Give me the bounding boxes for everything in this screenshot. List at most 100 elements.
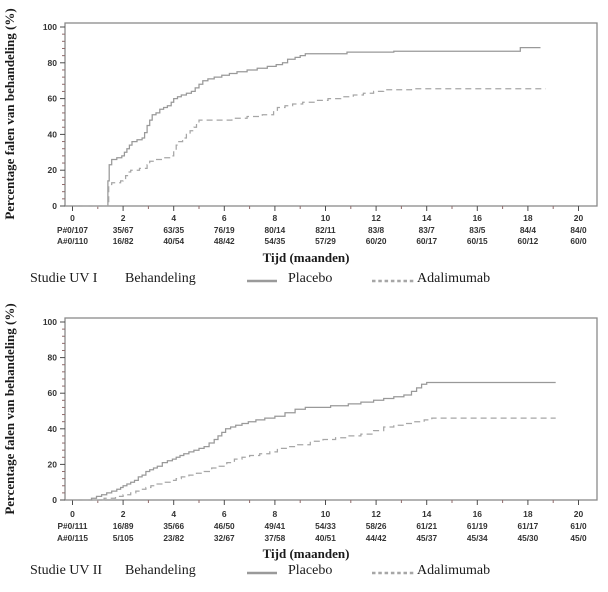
at-risk-adalimumab-value: 60/15 <box>467 236 488 246</box>
placebo-line-sample-icon <box>247 279 277 283</box>
at-risk-adalimumab-value: 54/35 <box>265 236 286 246</box>
x-tick-label: 6 <box>222 509 227 519</box>
legend-placebo-label: Placebo <box>288 563 333 578</box>
at-risk-placebo-value: 83/8 <box>368 225 385 235</box>
x-tick-label: 20 <box>574 213 584 223</box>
at-risk-adalimumab-value: 23/82 <box>163 533 184 543</box>
at-risk-adalimumab-value: 45/37 <box>416 533 437 543</box>
at-risk-placebo-value: 84/0 <box>570 225 587 235</box>
at-risk-adalimumab-value: 60/0 <box>570 236 587 246</box>
at-risk-placebo-value: 46/50 <box>214 521 235 531</box>
at-risk-placebo-value: P#0/107 <box>57 225 88 235</box>
at-risk-adalimumab-value: 48/42 <box>214 236 235 246</box>
at-risk-adalimumab-value: 44/42 <box>366 533 387 543</box>
x-tick-label: 10 <box>321 509 331 519</box>
at-risk-placebo-value: 58/26 <box>366 521 387 531</box>
at-risk-placebo-value: P#0/111 <box>58 521 88 531</box>
at-risk-placebo-value: 63/35 <box>163 225 184 235</box>
x-tick-label: 18 <box>523 509 533 519</box>
at-risk-placebo-value: 80/14 <box>265 225 286 235</box>
y-tick-label: 0 <box>52 201 57 211</box>
adalimumab-curve <box>72 88 546 207</box>
at-risk-placebo-value: 83/7 <box>419 225 436 235</box>
y-tick-label: 60 <box>48 94 58 104</box>
x-tick-label: 2 <box>121 509 126 519</box>
y-tick-label: 20 <box>48 459 58 469</box>
y-tick-label: 0 <box>52 495 57 505</box>
adalimumab-line-sample-icon <box>372 279 414 283</box>
at-risk-placebo-value: 54/33 <box>315 521 336 531</box>
y-tick-label: 60 <box>48 388 58 398</box>
x-tick-label: 8 <box>273 213 278 223</box>
uv1-legend: Studie UV I Behandeling Placebo Adalimum… <box>0 271 608 291</box>
x-tick-label: 4 <box>171 509 176 519</box>
x-tick-label: 2 <box>121 213 126 223</box>
adalimumab-line-sample-icon <box>372 571 414 575</box>
at-risk-adalimumab-value: 16/82 <box>113 236 134 246</box>
at-risk-placebo-value: 61/21 <box>416 521 437 531</box>
x-tick-label: 12 <box>371 213 381 223</box>
y-tick-label: 20 <box>48 165 58 175</box>
at-risk-adalimumab-value: 40/51 <box>315 533 336 543</box>
at-risk-adalimumab-value: 60/20 <box>366 236 387 246</box>
at-risk-adalimumab-value: 45/30 <box>518 533 539 543</box>
x-tick-label: 0 <box>70 213 75 223</box>
x-axis-title: Tijd (maanden) <box>263 250 350 265</box>
legend-treatment-heading: Behandeling <box>125 563 196 578</box>
at-risk-adalimumab-value: A#0/110 <box>57 236 88 246</box>
at-risk-adalimumab-value: 32/67 <box>214 533 235 543</box>
x-tick-label: 16 <box>473 213 483 223</box>
legend-placebo-label: Placebo <box>288 271 333 286</box>
at-risk-placebo-value: 16/89 <box>113 521 134 531</box>
at-risk-placebo-value: 61/17 <box>518 521 539 531</box>
x-tick-label: 16 <box>473 509 483 519</box>
at-risk-placebo-value: 83/5 <box>469 225 486 235</box>
at-risk-placebo-value: 76/19 <box>214 225 235 235</box>
at-risk-adalimumab-value: 57/29 <box>315 236 336 246</box>
at-risk-adalimumab-value: 40/54 <box>163 236 184 246</box>
at-risk-adalimumab-value: 45/34 <box>467 533 488 543</box>
at-risk-adalimumab-value: 60/12 <box>518 236 539 246</box>
x-tick-label: 12 <box>371 509 381 519</box>
y-tick-label: 40 <box>48 424 58 434</box>
at-risk-placebo-value: 84/4 <box>520 225 537 235</box>
x-tick-label: 8 <box>273 509 278 519</box>
study-label: Studie UV I <box>30 271 98 286</box>
at-risk-placebo-value: 35/67 <box>113 225 134 235</box>
legend-treatment-heading: Behandeling <box>125 271 196 286</box>
uv2-plot-svg: Percentage falen van behandeling (%) Tij… <box>2 303 598 561</box>
x-tick-label: 10 <box>321 213 331 223</box>
x-tick-label: 14 <box>422 213 432 223</box>
uv1-plot-svg: Percentage falen van behandeling (%) Tij… <box>2 8 598 265</box>
at-risk-adalimumab-value: 5/105 <box>113 533 134 543</box>
y-tick-label: 80 <box>48 353 58 363</box>
x-tick-label: 0 <box>70 509 75 519</box>
chart-uv1: Percentage falen van behandeling (%) Tij… <box>0 0 608 286</box>
at-risk-adalimumab-value: 45/0 <box>570 533 587 543</box>
placebo-line-sample-icon <box>247 571 277 575</box>
y-tick-label: 100 <box>43 317 57 327</box>
at-risk-placebo-value: 49/41 <box>265 521 286 531</box>
at-risk-adalimumab-value: 37/58 <box>265 533 286 543</box>
study-label: Studie UV II <box>30 563 103 578</box>
x-tick-label: 6 <box>222 213 227 223</box>
y-axis-title: Percentage falen van behandeling (%) <box>2 303 17 514</box>
y-tick-label: 40 <box>48 129 58 139</box>
uv2-legend: Studie UV II Behandeling Placebo Adalimu… <box>0 563 608 583</box>
y-axis-title: Percentage falen van behandeling (%) <box>2 8 17 219</box>
x-tick-label: 20 <box>574 509 584 519</box>
x-tick-label: 4 <box>171 213 176 223</box>
placebo-curve <box>72 381 556 501</box>
legend-adalimumab-label: Adalimumab <box>417 563 491 578</box>
chart-uv2: Percentage falen van behandeling (%) Tij… <box>0 295 608 578</box>
plot-frame <box>64 22 598 207</box>
legend-adalimumab-label: Adalimumab <box>417 271 491 286</box>
at-risk-placebo-value: 61/0 <box>570 521 587 531</box>
y-tick-label: 80 <box>48 58 58 68</box>
at-risk-placebo-value: 82/11 <box>315 225 336 235</box>
at-risk-adalimumab-value: 60/17 <box>416 236 437 246</box>
x-tick-label: 14 <box>422 509 432 519</box>
uv2-plot-area: 0 20 40 60 80 100 0 P#0/111 A#0/115 2 16/89 5/105 4 3… <box>43 317 598 543</box>
